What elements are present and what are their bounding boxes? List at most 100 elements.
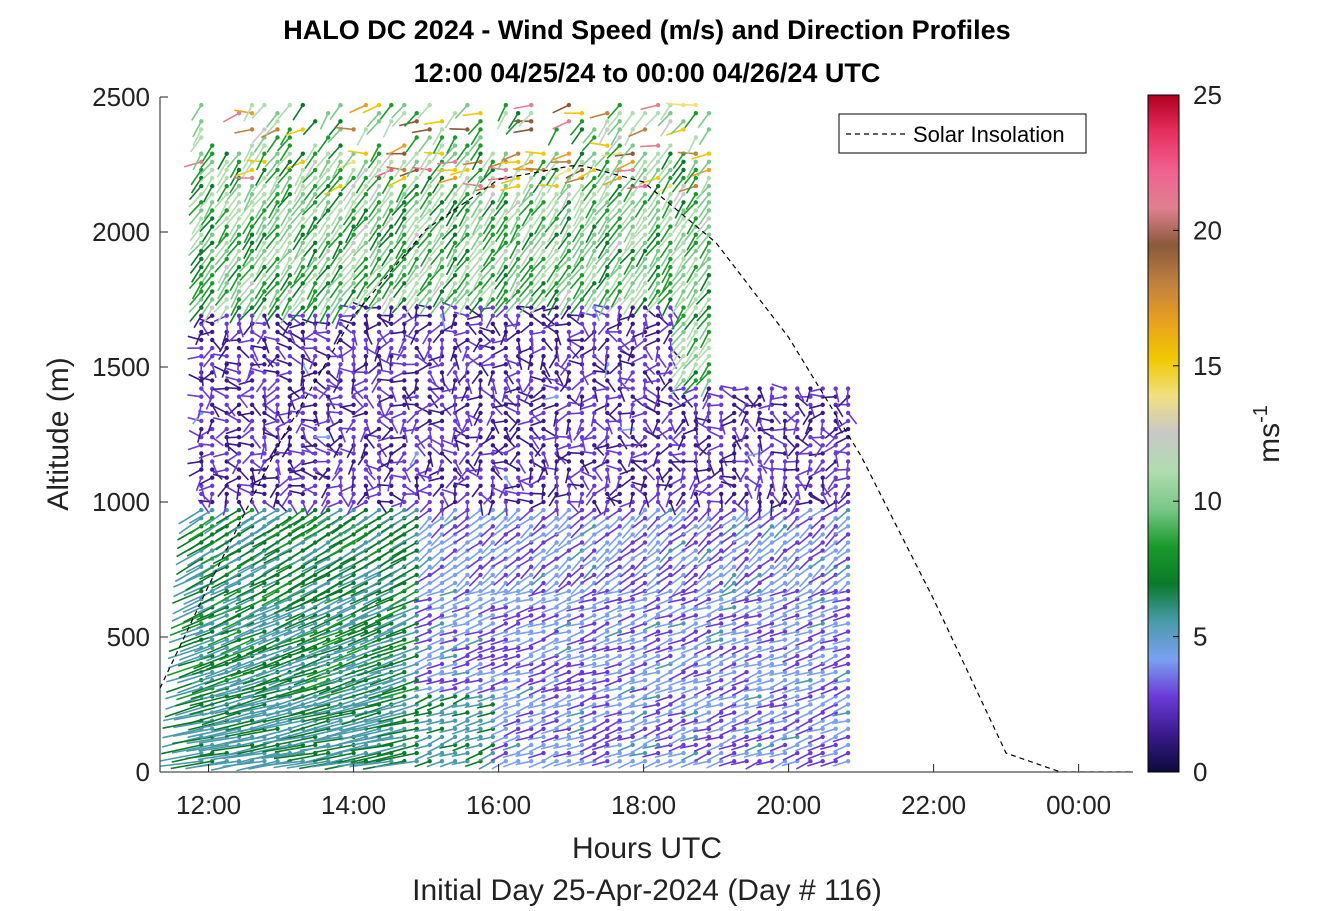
- wind-barb-point: [389, 321, 394, 326]
- wind-barb: [242, 452, 253, 465]
- wind-barb-point: [452, 354, 458, 359]
- wind-barb-point: [389, 232, 394, 237]
- wind-barb-point: [313, 337, 318, 343]
- wind-barb-point: [326, 111, 331, 116]
- wind-barb: [429, 437, 443, 447]
- wind-barb: [275, 736, 316, 746]
- wind-barb: [466, 598, 481, 608]
- wind-barb-point: [275, 402, 280, 407]
- wind-barb: [243, 193, 253, 211]
- wind-barb-point: [224, 232, 229, 237]
- wind-barb: [469, 242, 482, 258]
- wind-barb-point: [541, 507, 546, 513]
- wind-barb: [365, 331, 373, 345]
- wind-barb-point: [287, 216, 292, 221]
- wind-barb: [216, 307, 228, 324]
- wind-barb-point: [275, 394, 280, 399]
- wind-barb-point: [529, 102, 534, 108]
- wind-barb: [226, 404, 236, 417]
- wind-barb-point: [363, 467, 369, 472]
- wind-barb-point: [287, 370, 292, 375]
- wind-barb: [200, 728, 240, 740]
- wind-barb: [352, 728, 392, 739]
- wind-barb-point: [338, 499, 343, 505]
- wind-barb: [455, 201, 469, 218]
- wind-barb: [239, 290, 253, 306]
- wind-barb-point: [554, 694, 559, 699]
- wind-barb: [467, 282, 482, 297]
- wind-barb: [178, 517, 202, 535]
- wind-barb-point: [554, 597, 559, 602]
- wind-barb-point: [275, 159, 280, 164]
- wind-barb-point: [338, 192, 343, 197]
- wind-barb: [441, 372, 446, 387]
- wind-barb-point: [503, 321, 508, 326]
- wind-barb: [352, 242, 367, 257]
- wind-barb: [391, 258, 405, 273]
- wind-barb: [324, 598, 354, 615]
- wind-barb-point: [402, 451, 407, 456]
- wind-barb-point: [503, 289, 508, 294]
- wind-barb: [328, 703, 367, 716]
- wind-barb: [186, 541, 213, 557]
- wind-barb-point: [210, 443, 215, 448]
- wind-barb: [441, 566, 456, 577]
- wind-barb: [280, 307, 291, 324]
- wind-barb-point: [503, 175, 508, 181]
- wind-barb-point: [210, 345, 215, 351]
- wind-barb: [452, 687, 468, 696]
- wind-barb: [336, 372, 342, 387]
- wind-barb: [470, 128, 482, 146]
- wind-barb-point: [363, 443, 369, 448]
- wind-barb: [331, 242, 342, 260]
- wind-barb: [451, 428, 456, 443]
- wind-barb-point: [199, 588, 204, 594]
- wind-barb-point: [287, 240, 292, 245]
- wind-barb: [466, 541, 481, 552]
- wind-barb: [306, 250, 316, 268]
- wind-barb: [277, 250, 291, 265]
- wind-barb-point: [414, 289, 419, 294]
- wind-barb: [426, 711, 443, 718]
- wind-barb-point: [249, 256, 255, 262]
- wind-barb: [492, 465, 506, 471]
- wind-barb: [203, 201, 213, 219]
- wind-barb: [214, 290, 228, 306]
- wind-barb: [269, 177, 279, 195]
- wind-barb: [414, 744, 430, 750]
- wind-barb-point: [452, 750, 458, 756]
- wind-barb-point: [414, 467, 419, 472]
- wind-barb: [263, 566, 291, 582]
- wind-barb-point: [592, 483, 597, 488]
- wind-barb: [458, 226, 469, 244]
- wind-barb: [496, 258, 507, 276]
- wind-barb: [479, 517, 494, 528]
- wind-barb: [160, 760, 202, 768]
- wind-barb-point: [262, 167, 267, 173]
- wind-barb-point: [402, 289, 407, 294]
- wind-barb: [439, 728, 456, 734]
- wind-barb-point: [566, 443, 572, 448]
- wind-barb: [413, 380, 418, 395]
- wind-barb: [233, 622, 265, 639]
- wind-barb: [214, 242, 228, 258]
- wind-barb-point: [566, 119, 572, 124]
- wind-barb-point: [376, 394, 382, 399]
- wind-barb-point: [363, 151, 369, 156]
- wind-barb-point: [516, 183, 521, 189]
- wind-barb: [187, 444, 202, 451]
- wind-barb: [379, 104, 392, 120]
- wind-barb: [487, 372, 494, 386]
- wind-barb: [189, 695, 227, 707]
- wind-barb-point: [478, 297, 483, 302]
- wind-barb: [493, 533, 507, 547]
- wind-barb: [490, 638, 507, 646]
- wind-barb-point: [326, 200, 331, 205]
- wind-barb-point: [490, 686, 495, 691]
- wind-barb-point: [262, 499, 267, 505]
- wind-barb: [339, 493, 349, 507]
- wind-barb-point: [566, 297, 572, 302]
- wind-barb: [377, 500, 392, 503]
- wind-barb-point: [224, 645, 229, 650]
- wind-barb: [454, 372, 461, 386]
